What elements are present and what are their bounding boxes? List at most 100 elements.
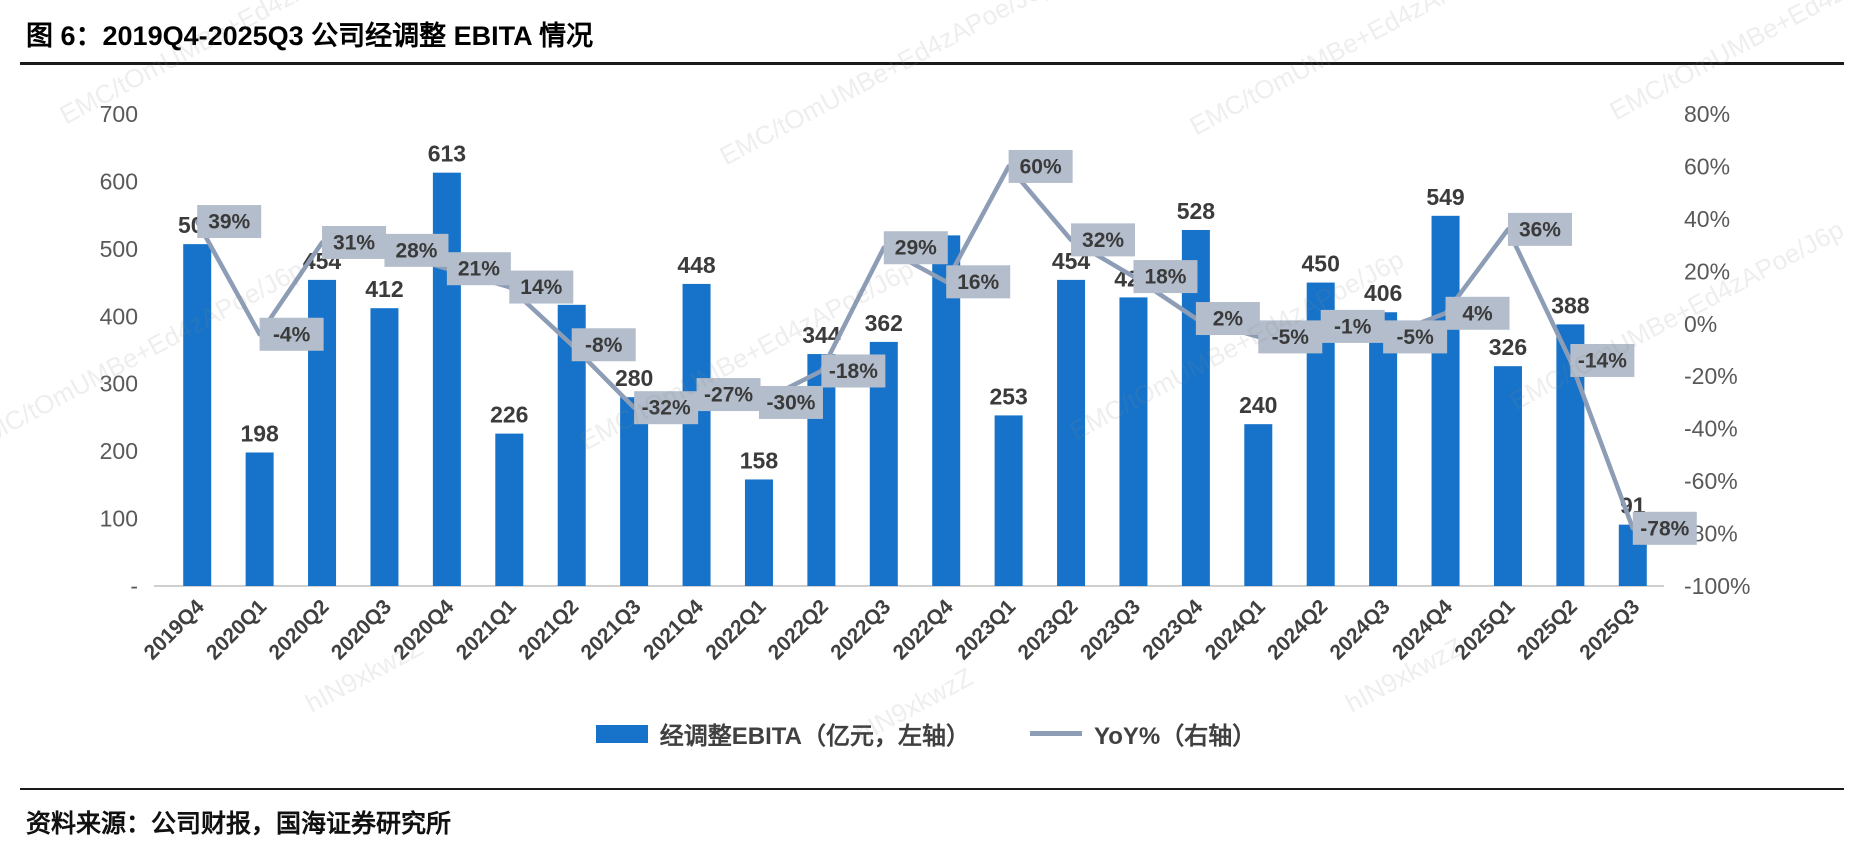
x-label-2021Q1: 2021Q1 — [452, 595, 521, 664]
right-axis-tick: -100% — [1684, 573, 1750, 599]
x-label-2024Q2: 2024Q2 — [1263, 595, 1332, 664]
right-axis-tick: 80% — [1684, 101, 1730, 127]
ebita-combo-chart-svg: 700 600 500 400 300 200 100 - 80% 60% 40% 20% 0% -20%… — [100, 101, 1751, 664]
left-axis-tick: 300 — [100, 371, 138, 397]
bar-2021Q4 — [682, 283, 711, 586]
bar-series-swatch — [595, 724, 648, 743]
yoy-badge — [571, 328, 636, 362]
x-label-2022Q1: 2022Q1 — [701, 595, 770, 664]
yoy-badge-label: -8% — [585, 334, 623, 357]
yoy-badge — [634, 391, 699, 425]
yoy-badge-label: -18% — [829, 360, 878, 383]
yoy-badge-label: -27% — [704, 384, 753, 407]
yoy-badge — [1133, 260, 1198, 294]
x-label-2024Q1: 2024Q1 — [1201, 595, 1270, 664]
legend-item-ebita: 经调整EBITA（亿元，左轴） — [595, 716, 970, 751]
left-axis-tick: 700 — [100, 101, 138, 127]
line-series-swatch — [1029, 731, 1082, 736]
yoy-badge-label: 28% — [395, 239, 437, 262]
x-label-2022Q2: 2022Q2 — [764, 595, 833, 664]
bar-label: 406 — [1364, 280, 1402, 306]
yoy-badge — [883, 231, 948, 265]
x-label-2020Q2: 2020Q2 — [264, 595, 333, 664]
bar-label: 226 — [490, 402, 528, 428]
yoy-badge — [1507, 212, 1572, 246]
bar-label: 388 — [1551, 292, 1590, 318]
left-axis-ticks: 700 600 500 400 300 200 100 - — [100, 101, 138, 599]
x-label-2022Q4: 2022Q4 — [889, 595, 958, 664]
right-axis-ticks: 80%60%40%20%0%-20%-40%-60%-80%-100% — [1684, 101, 1750, 599]
x-label-2021Q2: 2021Q2 — [514, 595, 583, 664]
yoy-badge — [1195, 302, 1260, 336]
yoy-badge-label: -14% — [1578, 349, 1627, 372]
yoy-badge — [197, 205, 262, 239]
title-divider — [20, 62, 1844, 65]
x-label-2025Q1: 2025Q1 — [1450, 595, 1519, 664]
yoy-badge — [509, 270, 574, 304]
yoy-badge — [1320, 309, 1385, 343]
yoy-badge-label: 29% — [895, 237, 937, 260]
yoy-badge-label: 39% — [208, 211, 250, 234]
x-label-2025Q2: 2025Q2 — [1513, 595, 1582, 664]
yoy-badge — [1008, 149, 1073, 183]
x-label-2020Q3: 2020Q3 — [327, 595, 396, 664]
yoy-badge-label: -5% — [1396, 326, 1434, 349]
bar-label: 528 — [1177, 198, 1216, 224]
bar-label: 549 — [1426, 184, 1464, 210]
bar-label: 240 — [1239, 392, 1277, 418]
bar-2023Q3 — [1119, 297, 1148, 586]
right-axis-tick: -40% — [1684, 416, 1738, 442]
bar-2022Q1 — [744, 479, 773, 586]
x-label-2023Q3: 2023Q3 — [1076, 595, 1145, 664]
yoy-badge-label: -32% — [642, 397, 691, 420]
yoy-badge-label: 31% — [333, 231, 375, 254]
left-axis-tick: 500 — [100, 236, 138, 262]
bar-label: 158 — [740, 447, 779, 473]
yoy-badge-label: 32% — [1082, 229, 1124, 252]
bar-label: 613 — [428, 141, 466, 167]
right-axis-tick: -60% — [1684, 468, 1738, 494]
right-axis-tick: 20% — [1684, 258, 1730, 284]
left-axis-tick: 600 — [100, 168, 138, 194]
bar-2020Q1 — [245, 452, 274, 586]
yoy-badge-label: 36% — [1519, 218, 1561, 241]
bar-2021Q3 — [620, 397, 649, 586]
yoy-badge — [1570, 343, 1635, 377]
bar-2023Q1 — [994, 415, 1023, 586]
legend-bar-label: 经调整EBITA（亿元，左轴） — [659, 723, 970, 750]
right-axis-tick: 60% — [1684, 153, 1730, 179]
yoy-badge-label: 14% — [520, 276, 562, 299]
x-label-2023Q1: 2023Q1 — [951, 595, 1020, 664]
yoy-badge — [758, 385, 823, 419]
yoy-badge — [322, 225, 387, 259]
x-label-2020Q4: 2020Q4 — [389, 595, 458, 664]
x-label-2023Q2: 2023Q2 — [1013, 595, 1082, 664]
yoy-badge-label: 4% — [1462, 302, 1493, 325]
yoy-badge — [1632, 511, 1697, 545]
x-label-2024Q4: 2024Q4 — [1388, 595, 1457, 664]
bar-label: 448 — [677, 252, 716, 278]
figure-title: 图 6：2019Q4-2025Q3 公司经调整 EBITA 情况 — [26, 21, 594, 51]
yoy-badge — [821, 354, 886, 388]
chart-legend: 经调整EBITA（亿元，左轴） YoY%（右轴） — [0, 716, 1852, 751]
left-axis-tick: 400 — [100, 303, 138, 329]
yoy-badge-label: -5% — [1272, 326, 1310, 349]
yoy-badge — [696, 378, 761, 412]
bar-2025Q1 — [1493, 366, 1522, 586]
bar-2024Q1 — [1244, 424, 1273, 586]
yoy-badge — [259, 317, 324, 351]
x-label-2021Q3: 2021Q3 — [577, 595, 646, 664]
bar-label: 253 — [989, 383, 1027, 409]
bar-2019Q4 — [183, 244, 212, 586]
yoy-badge-label: 2% — [1213, 308, 1244, 331]
yoy-badge — [1258, 320, 1323, 354]
x-label-2019Q4: 2019Q4 — [140, 595, 209, 664]
bar-2020Q3 — [370, 308, 399, 586]
bar-2024Q4 — [1431, 215, 1460, 586]
ebita-chart: 700 600 500 400 300 200 100 - 80% 60% 40% 20% 0% -20%… — [0, 88, 1852, 708]
left-axis-tick: - — [130, 573, 138, 599]
right-axis-tick: 0% — [1684, 311, 1717, 337]
x-label-2022Q3: 2022Q3 — [826, 595, 895, 664]
yoy-badge — [1071, 223, 1136, 257]
